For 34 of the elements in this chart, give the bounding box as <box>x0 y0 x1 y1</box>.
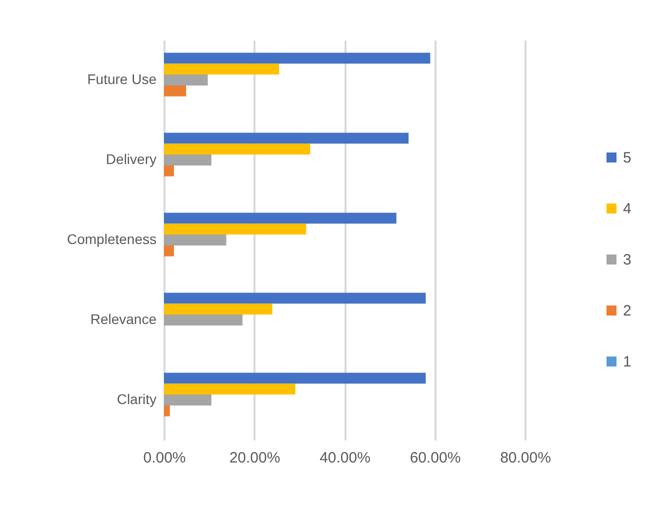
bar <box>164 154 212 166</box>
bar <box>164 224 306 235</box>
bar <box>164 384 296 395</box>
bar <box>164 394 212 406</box>
x-tick-label: 0.00% <box>143 450 186 466</box>
y-tick-label: Completeness <box>67 231 156 247</box>
legend-label: 2 <box>623 302 632 320</box>
x-tick-label: 40.00% <box>320 450 370 466</box>
x-tick-label: 80.00% <box>500 450 551 466</box>
bar <box>164 132 409 144</box>
y-tick-label: Future Use <box>87 71 157 87</box>
bar <box>164 85 186 96</box>
y-tick-label: Relevance <box>90 311 157 327</box>
bar <box>164 234 226 246</box>
y-tick-label: Delivery <box>106 151 156 167</box>
bar <box>164 292 426 304</box>
bar <box>164 74 208 86</box>
bar <box>164 144 310 155</box>
bar <box>164 245 174 256</box>
bar <box>164 165 174 176</box>
bar <box>164 314 243 326</box>
legend-label: 1 <box>623 354 632 370</box>
legend-label: 4 <box>623 200 632 218</box>
bar <box>164 304 272 315</box>
x-tick-label: 60.00% <box>410 450 461 466</box>
bar <box>164 405 170 416</box>
legend-label: 3 <box>623 252 632 268</box>
legend-label: 5 <box>623 150 632 166</box>
bar <box>164 52 430 64</box>
bar <box>164 212 396 224</box>
x-tick-label: 20.00% <box>229 450 280 466</box>
bar <box>164 64 280 75</box>
y-tick-label: Clarity <box>116 391 156 407</box>
bar <box>164 372 426 384</box>
